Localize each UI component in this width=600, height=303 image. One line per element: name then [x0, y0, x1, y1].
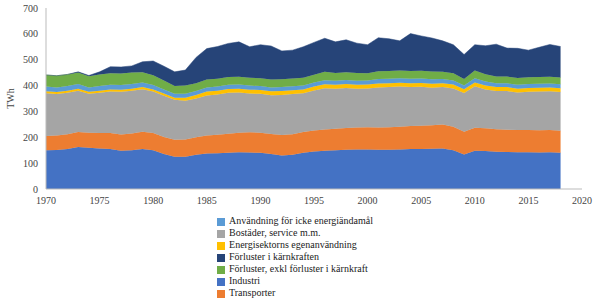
- svg-text:2020: 2020: [572, 195, 592, 206]
- svg-text:1995: 1995: [304, 195, 324, 206]
- html-text:Användning för icke energiända: Användning för icke energiändamål: [229, 215, 373, 226]
- html-text:Energisektorns egenanvändning: Energisektorns egenanvändning: [229, 239, 357, 250]
- svg-text:2015: 2015: [518, 195, 538, 206]
- html-text:Förluster, exkl förluster i kä: Förluster, exkl förluster i kärnkraft: [229, 263, 368, 274]
- svg-text:300: 300: [23, 106, 38, 117]
- svg-text:2005: 2005: [411, 195, 431, 206]
- html-text:Industri: Industri: [229, 275, 261, 286]
- svg-text:1985: 1985: [197, 195, 217, 206]
- svg-text:1990: 1990: [250, 195, 270, 206]
- html-text:Bostäder, service m.m.: Bostäder, service m.m.: [229, 227, 321, 238]
- svg-text:200: 200: [23, 132, 38, 143]
- svg-text:400: 400: [23, 80, 38, 91]
- svg-text:500: 500: [23, 54, 38, 65]
- svg-text:1970: 1970: [36, 195, 56, 206]
- svg-text:600: 600: [23, 28, 38, 39]
- html-text:Transporter: Transporter: [229, 287, 276, 298]
- svg-text:TWh: TWh: [8, 88, 16, 109]
- svg-text:0: 0: [33, 184, 38, 195]
- svg-text:1980: 1980: [143, 195, 163, 206]
- svg-text:2010: 2010: [465, 195, 485, 206]
- svg-text:100: 100: [23, 158, 38, 169]
- html-text:Förluster i kärnkraften: Förluster i kärnkraften: [229, 251, 319, 262]
- svg-text:1975: 1975: [90, 195, 110, 206]
- svg-text:2000: 2000: [358, 195, 378, 206]
- svg-text:700: 700: [23, 3, 38, 14]
